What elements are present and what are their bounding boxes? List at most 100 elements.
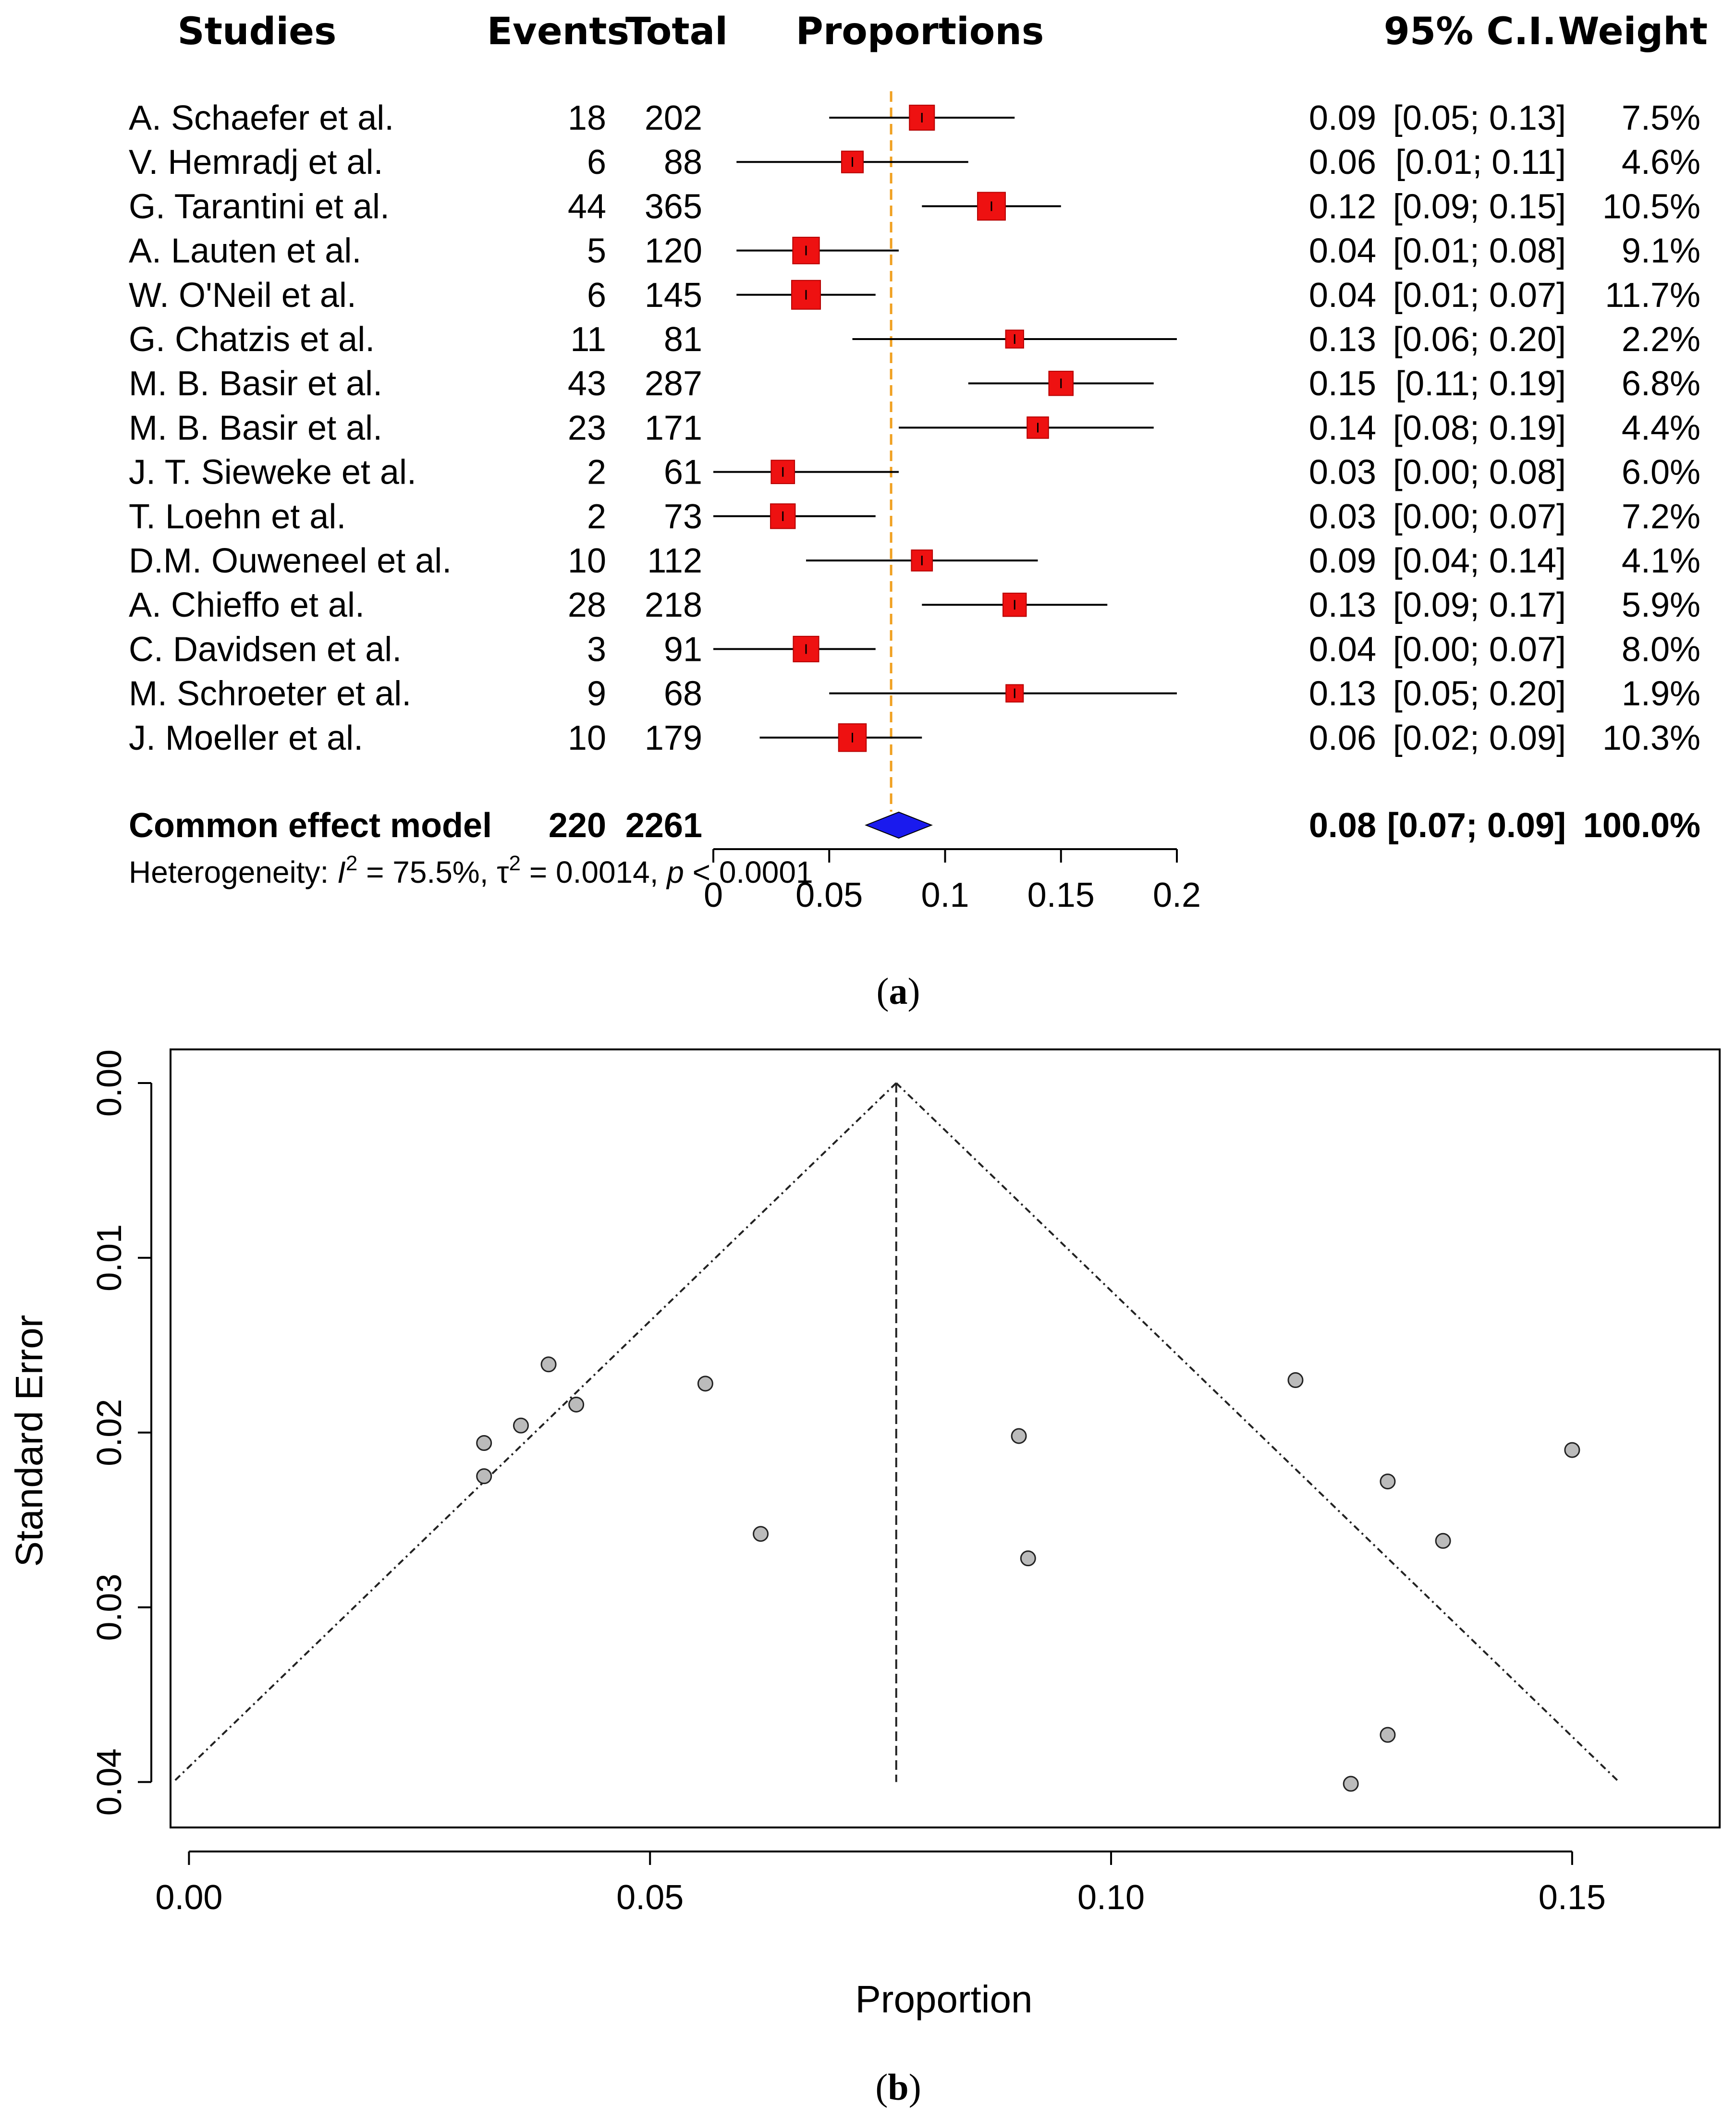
study-row: G. Chatzis et al. 11 81 0.13 [0.06; 0.20] 2.2… — [129, 320, 1700, 359]
study-row: M. Schroeter et al. 9 68 0.13 [0.05; 0.20] 1.… — [129, 675, 1700, 713]
study-name: T. Loehn et al. — [129, 498, 346, 536]
study-weight: 6.0% — [1622, 453, 1700, 492]
het-p-value: < 0.0001 — [684, 855, 813, 889]
study-ci-text: [0.00; 0.07] — [1393, 498, 1566, 536]
study-total: 218 — [645, 586, 702, 624]
forest-axis-tick-label: 0.2 — [1153, 876, 1201, 914]
study-total: 171 — [645, 409, 702, 447]
forest-axis-tick-label: 0.05 — [795, 876, 863, 914]
study-total: 81 — [664, 320, 702, 359]
study-row: A. Schaefer et al. 18 202 0.09 [0.05; 0.13] 7… — [129, 99, 1700, 137]
study-total: 179 — [645, 719, 702, 757]
panel-label-b: (b) — [875, 2066, 921, 2108]
study-ci-text: [0.05; 0.13] — [1393, 99, 1566, 137]
het-tau-value: = 0.0014, — [521, 855, 667, 889]
study-point — [540, 1356, 557, 1373]
study-name: V. Hemradj et al. — [129, 143, 383, 182]
study-point — [753, 1526, 769, 1542]
forest-axis-tick-label: 0.1 — [921, 876, 969, 914]
study-events: 3 — [587, 630, 606, 669]
study-events: 43 — [568, 365, 606, 403]
pooled-ci-text: [0.07; 0.09] — [1387, 806, 1566, 845]
study-ci-text: [0.08; 0.19] — [1393, 409, 1566, 447]
study-ci-text: [0.06; 0.20] — [1393, 320, 1566, 359]
panel-label-a: (a) — [877, 970, 920, 1012]
study-name: M. B. Basir et al. — [129, 409, 382, 447]
study-events: 18 — [568, 99, 606, 137]
study-ci-text: [0.09; 0.15] — [1393, 187, 1566, 226]
study-row: V. Hemradj et al. 6 88 0.06 [0.01; 0.11] 4.6% — [129, 143, 1700, 182]
study-name: G. Tarantini et al. — [129, 187, 390, 226]
study-total: 287 — [645, 365, 702, 403]
study-point — [1343, 1776, 1359, 1792]
funnel-x-axis-label: Proportion — [855, 1978, 1032, 2021]
study-estimate: 0.04 — [1309, 232, 1376, 270]
study-point — [476, 1435, 492, 1451]
het-i2-value: = 75.5%, — [357, 855, 497, 889]
study-events: 6 — [587, 276, 606, 315]
study-estimate: 0.09 — [1309, 99, 1376, 137]
study-estimate: 0.14 — [1309, 409, 1376, 447]
funnel-points — [476, 1356, 1580, 1792]
study-total: 73 — [664, 498, 702, 536]
funnel-lines — [172, 1082, 1620, 1783]
pooled-weight: 100.0% — [1583, 806, 1700, 845]
study-weight-square — [792, 236, 820, 265]
study-weight: 6.8% — [1622, 365, 1700, 403]
forest-plot: Studies Events Total Proportions 95% C.I… — [129, 10, 1708, 914]
study-events: 5 — [587, 232, 606, 270]
het-prefix: Heterogeneity: — [129, 855, 337, 889]
study-ci-text: [0.09; 0.17] — [1393, 586, 1566, 624]
funnel-y-tick-label: 0.04 — [90, 1748, 129, 1815]
header-ci: 95% C.I. — [1384, 10, 1556, 53]
study-point — [1011, 1428, 1027, 1444]
study-estimate: 0.13 — [1309, 586, 1376, 624]
study-row: A. Chieffo et al. 28 218 0.13 [0.09; 0.17] 5.… — [129, 586, 1700, 624]
study-ci-text: [0.01; 0.11] — [1395, 143, 1566, 182]
study-estimate: 0.09 — [1309, 542, 1376, 580]
study-total: 88 — [664, 143, 702, 182]
funnel-y-tick-label: 0.03 — [90, 1573, 129, 1641]
study-ci-text: [0.02; 0.09] — [1393, 719, 1566, 757]
study-name: J. T. Sieweke et al. — [129, 453, 416, 492]
study-weight: 7.2% — [1622, 498, 1700, 536]
study-weight: 4.1% — [1622, 542, 1700, 580]
study-point — [568, 1396, 585, 1413]
study-name: A. Schaefer et al. — [129, 99, 394, 137]
study-ci-text: [0.11; 0.19] — [1395, 365, 1566, 403]
funnel-x-tick-label: 0.10 — [1077, 1878, 1145, 1917]
het-i2-sup: 2 — [346, 852, 357, 875]
study-estimate: 0.03 — [1309, 498, 1376, 536]
study-estimate: 0.13 — [1309, 320, 1376, 359]
funnel-x-tick-label: 0.05 — [616, 1878, 684, 1917]
study-weight: 8.0% — [1622, 630, 1700, 669]
study-estimate: 0.03 — [1309, 453, 1376, 492]
study-events: 2 — [587, 498, 606, 536]
study-events: 10 — [568, 719, 606, 757]
header-proportions: Proportions — [796, 10, 1044, 53]
study-total: 120 — [645, 232, 702, 270]
study-events: 6 — [587, 143, 606, 182]
het-tau-symbol: τ — [497, 855, 509, 889]
study-estimate: 0.06 — [1309, 719, 1376, 757]
study-weight: 10.3% — [1602, 719, 1700, 757]
pooled-total: 2261 — [625, 806, 702, 845]
study-point — [1380, 1474, 1396, 1490]
study-weight: 4.4% — [1622, 409, 1700, 447]
study-row: D.M. Ouweneel et al. 10 112 0.09 [0.04; 0.14… — [129, 542, 1700, 580]
study-weight-square — [1005, 684, 1024, 703]
forest-rows: A. Schaefer et al. 18 202 0.09 [0.05; 0.13] 7… — [129, 99, 1700, 757]
study-total: 145 — [645, 276, 702, 315]
study-point — [476, 1468, 492, 1485]
study-total: 61 — [664, 453, 702, 492]
study-name: W. O'Neil et al. — [129, 276, 356, 315]
study-total: 68 — [664, 675, 702, 713]
study-weight: 7.5% — [1622, 99, 1700, 137]
study-point — [1287, 1372, 1304, 1388]
study-events: 10 — [568, 542, 606, 580]
study-weight: 2.2% — [1622, 320, 1700, 359]
study-name: G. Chatzis et al. — [129, 320, 375, 359]
study-weight: 9.1% — [1622, 232, 1700, 270]
study-estimate: 0.04 — [1309, 630, 1376, 669]
